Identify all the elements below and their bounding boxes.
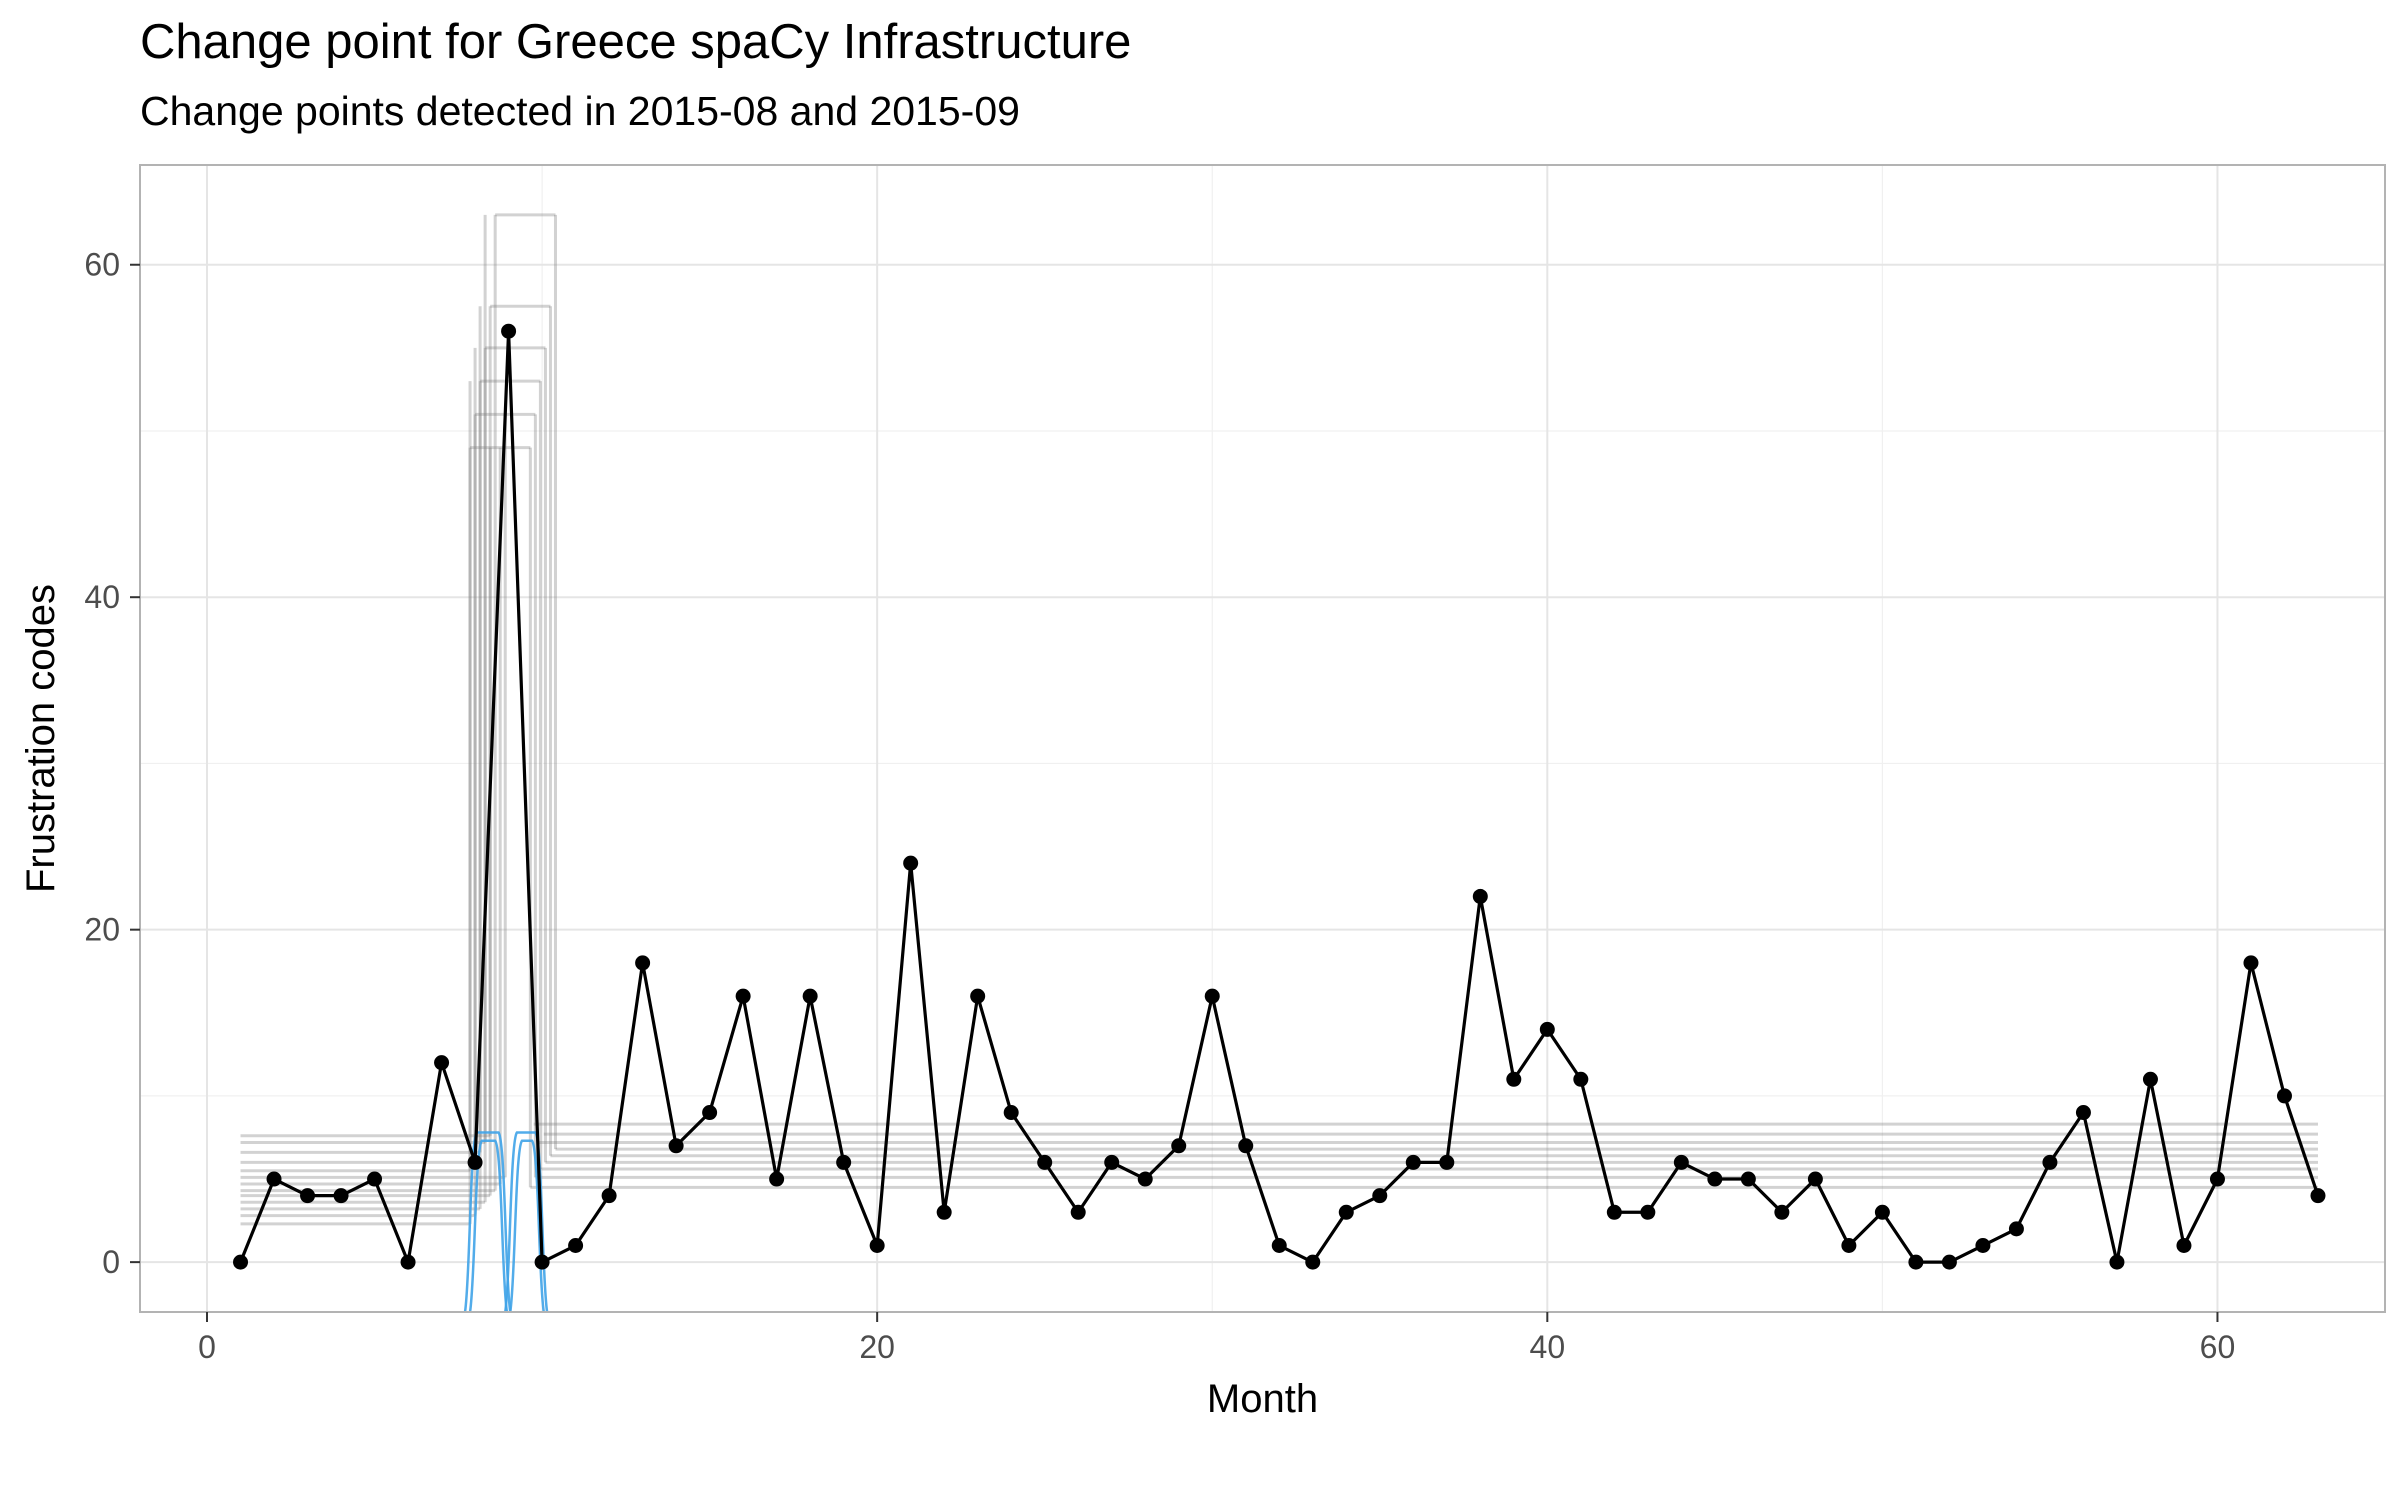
grid (140, 165, 2385, 1312)
data-point (1104, 1154, 1120, 1170)
data-point (668, 1138, 684, 1154)
data-point (1305, 1254, 1321, 1270)
panel-border (139, 164, 2386, 1313)
data-point (1774, 1204, 1790, 1220)
data-point (1439, 1154, 1455, 1170)
data-point (568, 1238, 584, 1254)
data-point (1238, 1138, 1254, 1154)
data-point (1171, 1138, 1187, 1154)
axes: 0 20 40 60 0 20 40 60 (84, 247, 2235, 1365)
data-point (1841, 1238, 1857, 1254)
data-point (1338, 1204, 1354, 1220)
data-point (970, 988, 986, 1004)
x-axis-title: Month (1207, 1377, 1318, 1421)
data-point (769, 1171, 785, 1187)
data-point (2042, 1154, 2058, 1170)
data-point (1539, 1021, 1555, 1037)
data-point (1472, 888, 1488, 904)
data-point (1372, 1188, 1388, 1204)
chart-subtitle: Change points detected in 2015-08 and 20… (140, 88, 1020, 134)
density-curve (468, 1139, 509, 1313)
y-tick-label: 20 (84, 912, 120, 948)
data-point (266, 1171, 282, 1187)
data-point (2243, 955, 2259, 971)
data-point (434, 1055, 450, 1071)
data-point (400, 1254, 416, 1270)
data-point (1003, 1105, 1019, 1121)
data-point (1070, 1204, 1086, 1220)
data-point (601, 1188, 617, 1204)
data-point (1908, 1254, 1924, 1270)
data-point (1573, 1071, 1589, 1087)
data-point (1807, 1171, 1823, 1187)
data-point (869, 1238, 885, 1254)
data-point (2176, 1238, 2192, 1254)
data-point (802, 988, 818, 1004)
data-point (1037, 1154, 1053, 1170)
x-tick-label: 40 (1530, 1329, 1566, 1365)
data-point (534, 1254, 550, 1270)
data-point (936, 1204, 952, 1220)
x-tick-label: 20 (859, 1329, 895, 1365)
data-point (1640, 1204, 1656, 1220)
data-point (2209, 1171, 2225, 1187)
data-point (1506, 1071, 1522, 1087)
series-line (239, 329, 2320, 1264)
data-point (635, 955, 651, 971)
density-curve (463, 1131, 512, 1313)
data-point (2310, 1188, 2326, 1204)
data-point (467, 1154, 483, 1170)
x-tick-label: 0 (198, 1329, 216, 1365)
data-point (501, 323, 517, 339)
y-tick-label: 0 (102, 1244, 120, 1280)
data-point (1204, 988, 1220, 1004)
data-point (702, 1105, 718, 1121)
y-axis-title: Frustration codes (19, 584, 63, 893)
data-point (1874, 1204, 1890, 1220)
data-point (1405, 1154, 1421, 1170)
data-point (735, 988, 751, 1004)
data-point (903, 855, 919, 871)
data-point (2276, 1088, 2292, 1104)
series-frustration-codes (233, 323, 2326, 1270)
data-point (233, 1254, 249, 1270)
data-point (367, 1171, 383, 1187)
data-point (300, 1188, 316, 1204)
data-point (1941, 1254, 1957, 1270)
data-point (1740, 1171, 1756, 1187)
x-tick-label: 60 (2200, 1329, 2236, 1365)
data-point (2075, 1105, 2091, 1121)
data-point (1975, 1238, 1991, 1254)
data-point (1707, 1171, 1723, 1187)
data-point (836, 1154, 852, 1170)
posterior-segments (240, 213, 2318, 1226)
data-point (333, 1188, 349, 1204)
chart-title: Change point for Greece spaCy Infrastruc… (140, 15, 1132, 69)
data-point (2142, 1071, 2158, 1087)
y-tick-label: 40 (84, 579, 120, 615)
data-point (2008, 1221, 2024, 1237)
y-tick-label: 60 (84, 247, 120, 283)
data-point (2109, 1254, 2125, 1270)
data-point (1606, 1204, 1622, 1220)
data-point (1271, 1238, 1287, 1254)
data-point (1137, 1171, 1153, 1187)
data-point (1673, 1154, 1689, 1170)
